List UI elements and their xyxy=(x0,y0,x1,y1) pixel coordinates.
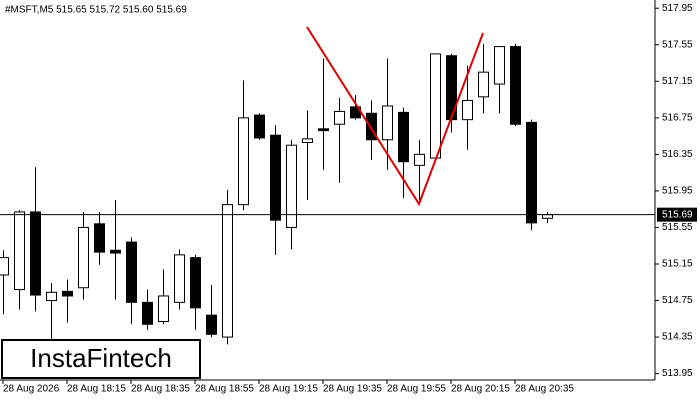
candle-body xyxy=(110,249,121,254)
last-price-label: 515.69 xyxy=(662,209,693,220)
x-tick-label: 28 Aug 18:15 xyxy=(67,384,126,395)
last-price-box xyxy=(657,207,697,222)
x-tick-label: 28 Aug 18:35 xyxy=(131,384,190,395)
watermark-box xyxy=(1,339,201,379)
candles xyxy=(0,43,553,345)
candle-body xyxy=(494,46,505,85)
y-tick-label: 514.75 xyxy=(662,295,693,306)
y-tick-label: 515.95 xyxy=(662,186,693,197)
x-tick-label: 28 Aug 20:35 xyxy=(515,384,574,395)
candle-body xyxy=(510,46,521,125)
x-tick-label: 28 Aug 19:35 xyxy=(323,384,382,395)
y-tick-label: 517.95 xyxy=(662,3,693,14)
candle-body xyxy=(430,53,441,159)
candle-body xyxy=(318,128,329,132)
candle-body xyxy=(206,314,217,335)
x-tick-label: 28 Aug 18:55 xyxy=(195,384,254,395)
y-tick-label: 517.55 xyxy=(662,39,693,50)
candle-body xyxy=(526,121,537,224)
candle-body xyxy=(382,105,393,141)
candle-body xyxy=(78,226,89,289)
y-tick-label: 515.15 xyxy=(662,259,693,270)
candle-body xyxy=(238,117,249,206)
candle-body xyxy=(174,254,185,303)
candle-body xyxy=(270,134,281,221)
chart-title: #MSFT,M5 515.65 515.72 515.60 515.69 xyxy=(5,5,187,16)
candle-body xyxy=(126,241,137,303)
candle-body xyxy=(302,138,313,144)
candle-body xyxy=(30,211,41,296)
candle-body xyxy=(222,204,233,338)
y-tick-label: 516.75 xyxy=(662,112,693,123)
candle-body xyxy=(462,99,473,121)
candle-body xyxy=(478,71,489,98)
double-top-pattern xyxy=(306,26,484,207)
watermark: InstaFintech xyxy=(30,343,172,373)
candle-body xyxy=(158,295,169,323)
candle-body xyxy=(254,114,265,139)
candle-body xyxy=(46,291,57,302)
y-tick-label: 514.35 xyxy=(662,332,693,343)
candle-body xyxy=(0,257,9,276)
x-tick-label: 28 Aug 19:55 xyxy=(387,384,446,395)
x-tick-label: 28 Aug 20:15 xyxy=(451,384,510,395)
x-tick-label: 28 Aug 19:15 xyxy=(259,384,318,395)
x-tick-label: 28 Aug 2026 xyxy=(3,384,60,395)
candle-body xyxy=(94,223,105,253)
y-tick-label: 513.95 xyxy=(662,368,693,379)
y-tick-label: 517.15 xyxy=(662,76,693,87)
candle-body xyxy=(366,112,377,141)
candle-body xyxy=(190,257,201,309)
candle-body xyxy=(62,290,73,297)
candle-body xyxy=(542,214,553,219)
y-tick-label: 515.55 xyxy=(662,222,693,233)
y-tick-label: 516.35 xyxy=(662,149,693,160)
candle-body xyxy=(334,110,345,125)
candle-body xyxy=(142,301,153,325)
candle-body xyxy=(398,111,409,163)
candle-body xyxy=(14,211,25,291)
candle-body xyxy=(414,153,425,166)
candle-body xyxy=(286,144,297,228)
